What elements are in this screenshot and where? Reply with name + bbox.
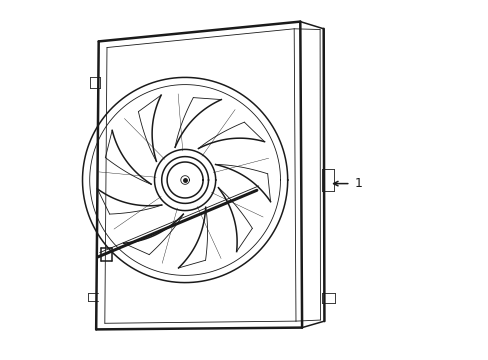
Text: 1: 1 bbox=[354, 177, 362, 190]
